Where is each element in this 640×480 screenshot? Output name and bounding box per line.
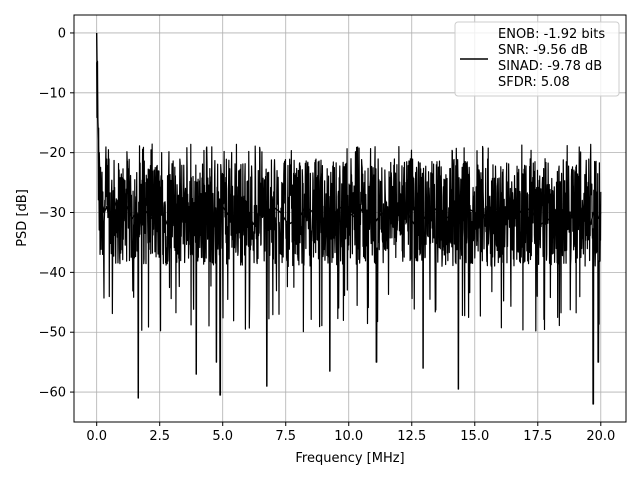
x-tick-label: 20.0 <box>586 429 615 444</box>
psd-series-line <box>95 32 602 232</box>
y-axis: 0 −10 −20 −30 −40 −50 −60 <box>39 26 74 401</box>
x-tick-label: 15.0 <box>460 429 489 444</box>
x-tick-label: 10.0 <box>334 429 363 444</box>
legend-entry-snr: SNR: -9.56 dB <box>498 43 588 58</box>
psd-trace <box>95 32 602 405</box>
y-tick-label: −20 <box>39 146 66 161</box>
x-tick-label: 7.5 <box>275 429 296 444</box>
x-axis-label: Frequency [MHz] <box>295 451 404 466</box>
legend-box <box>454 21 620 97</box>
y-tick-label: −30 <box>39 206 66 221</box>
x-axis: 0.0 2.5 5.0 7.5 10.0 12.5 15.0 17.5 20.0 <box>86 422 615 444</box>
x-tick-label: 17.5 <box>523 429 552 444</box>
y-tick-label: −60 <box>39 386 66 401</box>
x-tick-label: 5.0 <box>212 429 233 444</box>
y-tick-label: 0 <box>58 26 66 41</box>
plot-frame <box>73 14 627 423</box>
y-tick-label: −50 <box>39 326 66 341</box>
y-tick-label: −10 <box>39 86 66 101</box>
legend-entry-enob: ENOB: -1.92 bits <box>498 27 605 42</box>
y-tick-label: −40 <box>39 266 66 281</box>
x-tick-label: 0.0 <box>86 429 107 444</box>
y-axis-label: PSD [dB] <box>15 189 30 247</box>
x-tick-label: 2.5 <box>149 429 170 444</box>
legend-entry-sfdr: SFDR: 5.08 <box>498 75 570 90</box>
x-tick-label: 12.5 <box>397 429 426 444</box>
psd-noise-floor-trace <box>96 60 602 405</box>
legend-entry-sinad: SINAD: -9.78 dB <box>498 59 602 74</box>
legend: ENOB: -1.92 bits SNR: -9.56 dB SINAD: -9… <box>454 21 620 97</box>
